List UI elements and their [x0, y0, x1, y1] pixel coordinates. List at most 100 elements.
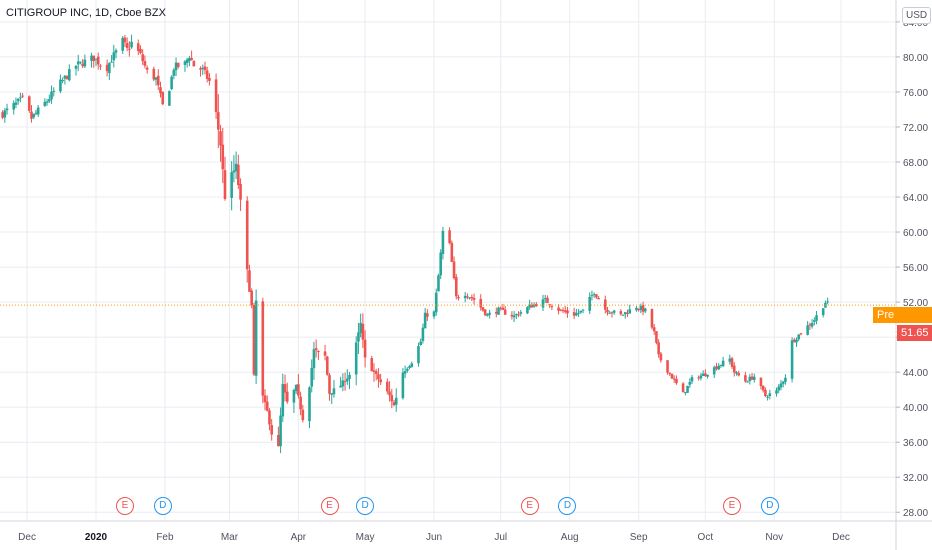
candle-body: [96, 56, 100, 65]
candle: [501, 303, 505, 310]
candle-body: [261, 301, 265, 396]
candle: [481, 306, 485, 312]
dividend-event-marker[interactable]: D: [760, 497, 779, 515]
candle: [112, 44, 116, 68]
candle-body: [99, 65, 102, 67]
candle-body: [357, 332, 360, 342]
candle: [14, 97, 18, 109]
candle-body: [239, 183, 242, 200]
candle: [152, 66, 156, 82]
candle: [810, 319, 814, 329]
candle: [610, 311, 614, 318]
candle-body: [699, 375, 703, 379]
candle: [297, 373, 300, 399]
candle: [90, 52, 93, 68]
candle: [670, 373, 674, 379]
candle-body: [701, 373, 705, 376]
earnings-event-marker[interactable]: E: [320, 497, 339, 515]
candle: [766, 395, 769, 401]
candle: [566, 306, 569, 318]
candle-body: [188, 57, 191, 62]
candle: [746, 380, 749, 383]
candle-body: [27, 96, 31, 111]
candle: [761, 385, 765, 393]
candle-body: [652, 327, 656, 332]
candle-body: [483, 309, 487, 316]
dividend-event-marker[interactable]: D: [558, 497, 577, 515]
candle-body: [681, 383, 685, 393]
candle-body: [577, 312, 580, 314]
candle: [519, 310, 523, 317]
candle: [63, 74, 67, 85]
candle-body: [672, 378, 676, 380]
candle: [606, 307, 609, 316]
candle: [666, 360, 669, 375]
candle: [328, 372, 331, 401]
earnings-event-marker[interactable]: E: [115, 497, 134, 515]
candle: [254, 289, 258, 384]
candle-body: [719, 364, 723, 366]
candle-body: [363, 339, 367, 358]
candle-body: [161, 91, 165, 105]
candle: [790, 337, 794, 383]
candle-body: [419, 341, 422, 346]
candle: [299, 391, 302, 416]
candle-body: [392, 402, 396, 406]
candle-body: [643, 308, 647, 312]
candle: [379, 373, 382, 386]
candle-body: [815, 315, 818, 321]
earnings-event-marker[interactable]: E: [723, 497, 742, 515]
candle: [188, 55, 191, 67]
candle-body: [532, 304, 536, 307]
candle-body: [468, 297, 471, 299]
candle-body: [434, 292, 438, 313]
candle: [535, 301, 538, 307]
candle: [688, 378, 692, 389]
candle: [390, 388, 394, 409]
candle: [457, 294, 460, 301]
candle-body: [152, 68, 156, 80]
candle-body: [515, 314, 518, 316]
candle-body: [379, 379, 382, 383]
y-tick-label: 68.00: [903, 158, 928, 169]
candle: [619, 309, 623, 316]
candle: [690, 374, 694, 385]
candle: [815, 310, 818, 325]
candle: [234, 151, 238, 180]
y-tick-label: 64.00: [903, 193, 928, 204]
candle-body: [519, 312, 523, 314]
y-tick-label: 36.00: [903, 438, 928, 449]
earnings-event-marker[interactable]: E: [520, 497, 539, 515]
candle-body: [125, 42, 129, 48]
candle: [21, 93, 24, 99]
candle-body: [603, 299, 607, 310]
candle-body: [114, 50, 118, 53]
candle: [608, 310, 612, 314]
candle: [559, 308, 563, 312]
candle-body: [806, 325, 809, 335]
candle: [450, 240, 454, 263]
candle-body: [712, 367, 716, 375]
candle-body: [170, 76, 173, 90]
dividend-event-marker[interactable]: D: [356, 497, 375, 515]
candle-body: [557, 307, 560, 311]
candle: [363, 330, 367, 368]
candle-body: [541, 299, 545, 308]
last-price-tag: 51.65: [897, 325, 932, 341]
candle: [541, 294, 545, 312]
candle: [359, 313, 362, 338]
candle-body: [494, 311, 498, 314]
candle-body: [657, 342, 660, 355]
candle: [174, 57, 178, 76]
candle-body: [572, 312, 576, 316]
candle-body: [14, 102, 18, 105]
candle: [232, 155, 236, 183]
dividend-event-marker[interactable]: D: [153, 497, 172, 515]
currency-button[interactable]: USD: [902, 7, 932, 24]
y-tick-label: 56.00: [903, 263, 928, 274]
candle: [406, 367, 409, 373]
candle: [797, 334, 801, 342]
candle-body: [205, 70, 209, 79]
candle-body: [466, 296, 469, 298]
